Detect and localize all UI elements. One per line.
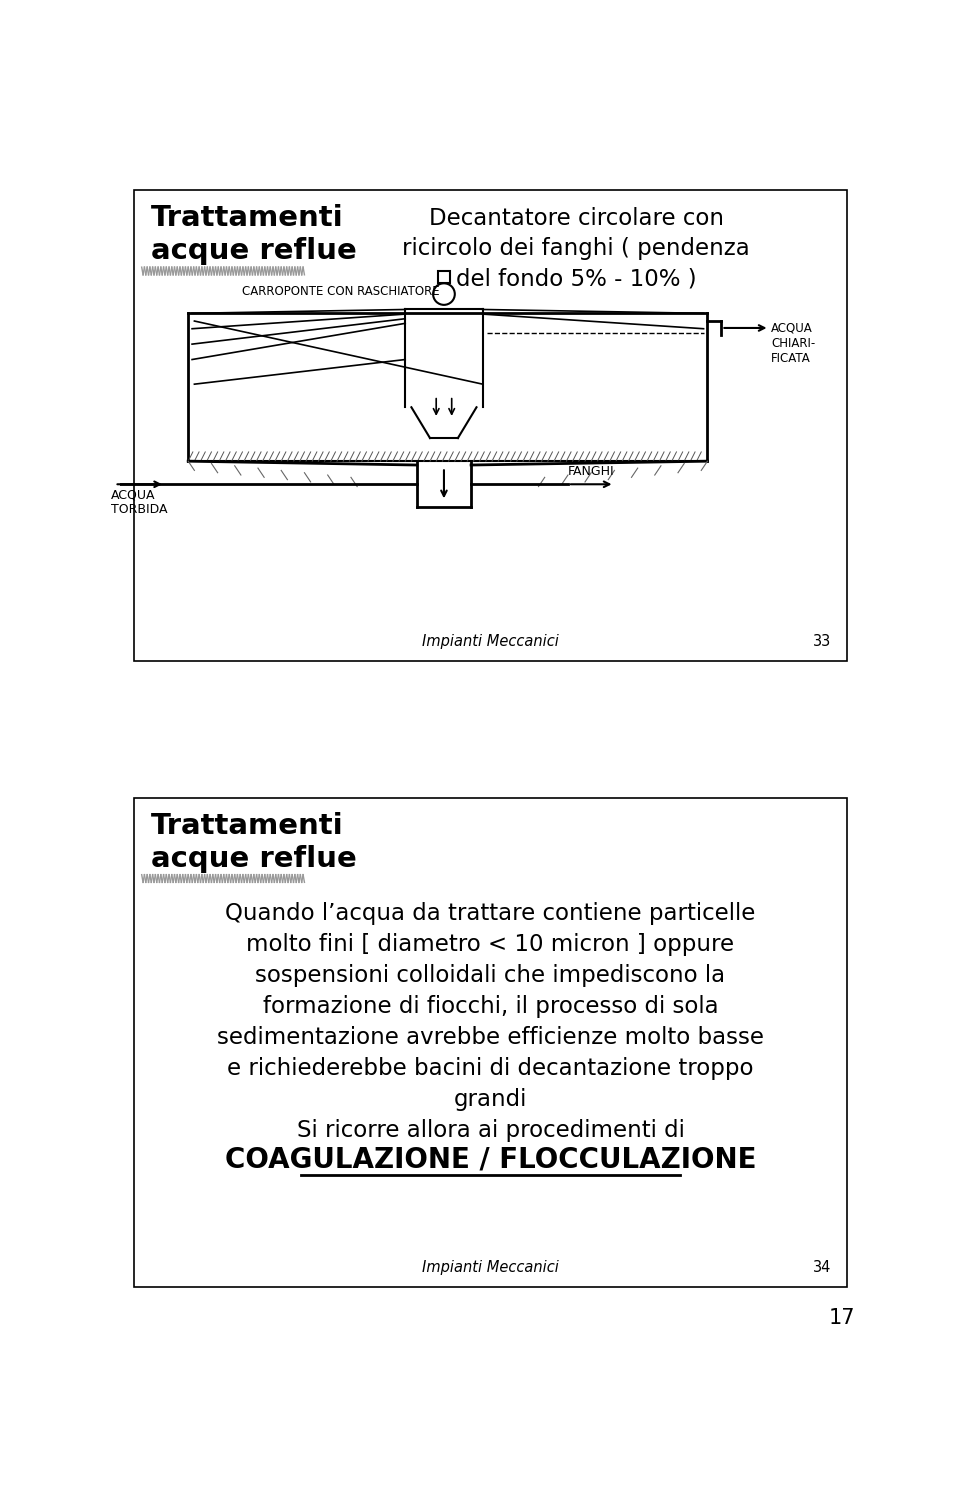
Text: FANGHI: FANGHI [568,465,614,479]
Text: Trattamenti
acque reflue: Trattamenti acque reflue [151,812,357,874]
Text: Impianti Meccanici: Impianti Meccanici [422,1259,559,1274]
Text: Quando l’acqua da trattare contiene particelle
molto fini [ diametro < 10 micron: Quando l’acqua da trattare contiene part… [217,902,764,1142]
Text: 17: 17 [828,1309,854,1328]
Text: Impianti Meccanici: Impianti Meccanici [422,633,559,648]
Text: 34: 34 [813,1259,831,1274]
Text: 33: 33 [813,633,831,648]
Text: CARROPONTE CON RASCHIATORE: CARROPONTE CON RASCHIATORE [243,285,440,297]
Text: Decantatore circolare con
ricircolo dei fanghi ( pendenza
del fondo 5% - 10% ): Decantatore circolare con ricircolo dei … [402,207,750,291]
Bar [134,797,847,1288]
Text: Trattamenti
acque reflue: Trattamenti acque reflue [151,204,357,266]
Bar [134,191,847,662]
Text: ACQUA
TORBIDA: ACQUA TORBIDA [110,488,167,516]
Bar [438,272,450,284]
Text: ACQUA
CHIARI-
FICATA: ACQUA CHIARI- FICATA [771,321,815,365]
Text: COAGULAZIONE / FLOCCULAZIONE: COAGULAZIONE / FLOCCULAZIONE [225,1145,756,1174]
